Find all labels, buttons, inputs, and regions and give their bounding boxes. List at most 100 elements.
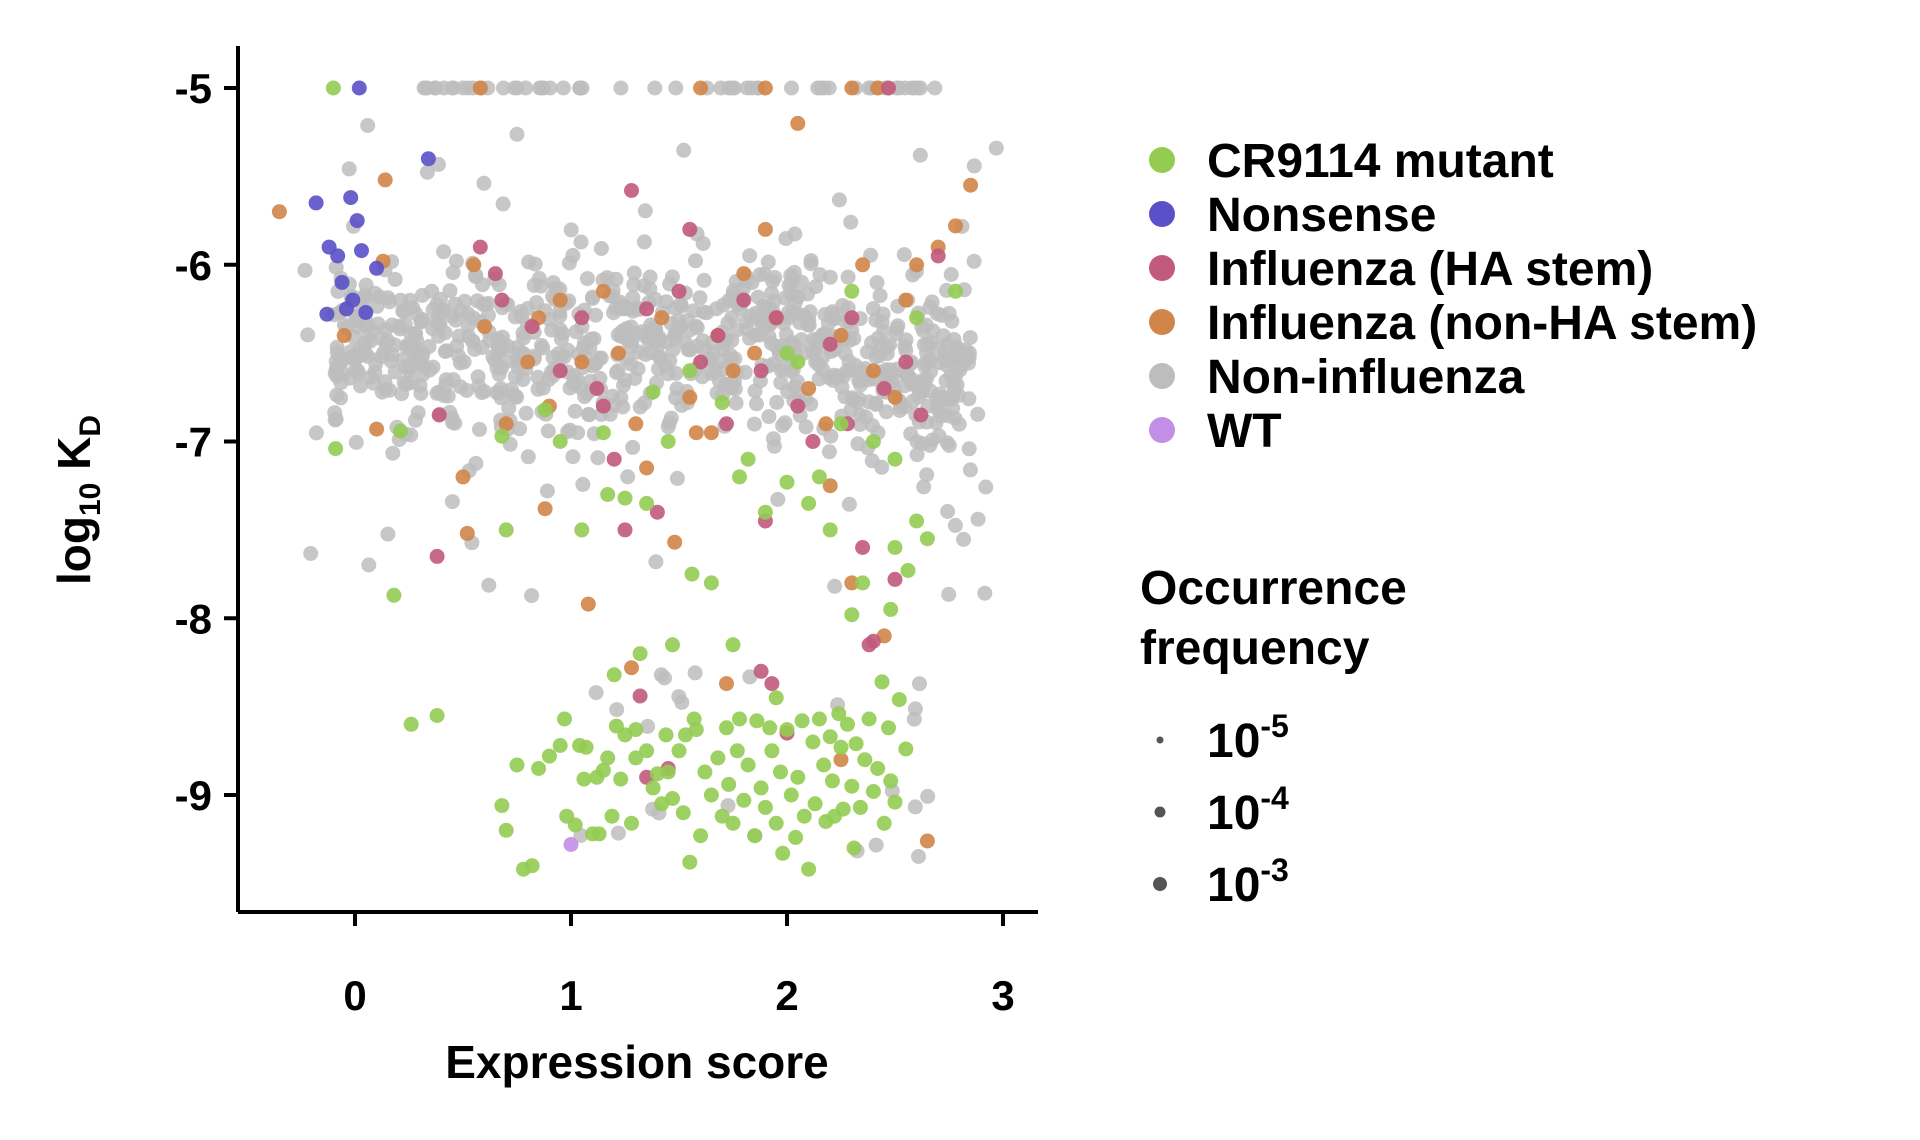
point-influenza-non-ha-stem [472, 80, 488, 96]
point-non-influenza [524, 588, 540, 604]
point-non-influenza [966, 158, 982, 174]
point-cr9114-mutant [639, 743, 655, 759]
point-cr9114-mutant [732, 469, 747, 485]
point-non-influenza [529, 295, 544, 311]
point-non-influenza [308, 425, 324, 441]
point-non-influenza [445, 265, 461, 281]
point-non-influenza [662, 353, 678, 369]
legend-marker [1149, 255, 1175, 281]
point-non-influenza [445, 80, 461, 96]
point-non-influenza [878, 404, 894, 420]
point-non-influenza [956, 531, 972, 547]
point-non-influenza [970, 406, 986, 422]
point-non-influenza [715, 297, 731, 313]
point-non-influenza [472, 421, 487, 437]
point-cr9114-mutant [624, 815, 639, 831]
legend-label: Influenza (non-HA stem) [1207, 297, 1757, 350]
size-legend-exponent: -4 [1260, 780, 1289, 816]
point-non-influenza [932, 386, 948, 402]
point-non-influenza [961, 441, 977, 457]
point-cr9114-mutant [721, 776, 737, 792]
point-cr9114-mutant [816, 757, 832, 773]
point-non-influenza [890, 318, 906, 334]
point-influenza-non-ha-stem [833, 328, 849, 343]
point-cr9114-mutant [600, 487, 616, 502]
point-non-influenza [781, 310, 797, 325]
point-non-influenza [843, 402, 859, 418]
point-influenza-ha-stem [429, 548, 445, 564]
point-cr9114-mutant [883, 601, 899, 617]
point-non-influenza [610, 825, 626, 841]
point-influenza-non-ha-stem [909, 257, 925, 273]
point-cr9114-mutant [844, 283, 860, 299]
point-non-influenza [418, 80, 434, 96]
point-non-influenza [351, 366, 366, 382]
point-non-influenza [660, 419, 676, 435]
point-non-influenza [636, 234, 652, 250]
point-non-influenza [407, 412, 423, 428]
point-cr9114-mutant [671, 743, 687, 759]
point-non-influenza [941, 586, 957, 602]
point-non-influenza [579, 271, 595, 287]
point-non-influenza [669, 470, 685, 486]
point-cr9114-mutant [790, 769, 806, 785]
point-cr9114-mutant [541, 748, 557, 764]
point-cr9114-mutant [794, 713, 810, 729]
point-non-influenza [825, 372, 841, 388]
point-cr9114-mutant [660, 434, 676, 449]
point-non-influenza [951, 416, 967, 432]
y-tick-label: -7 [175, 419, 212, 466]
point-non-influenza [540, 423, 556, 439]
point-cr9114-mutant [891, 692, 907, 708]
point-non-influenza [595, 272, 611, 288]
point-non-influenza [353, 378, 368, 394]
point-cr9114-mutant [747, 828, 763, 844]
point-cr9114-mutant [617, 490, 633, 506]
point-non-influenza [613, 80, 629, 96]
legend-marker [1149, 201, 1175, 227]
size-legend-title-line1: Occurrence [1140, 562, 1407, 615]
point-non-influenza [620, 469, 636, 485]
point-non-influenza [442, 283, 458, 299]
point-non-influenza [398, 376, 414, 392]
point-non-influenza [419, 164, 435, 180]
point-non-influenza [916, 479, 932, 495]
point-non-influenza [300, 327, 316, 343]
point-non-influenza [904, 372, 920, 388]
point-non-influenza [402, 292, 418, 308]
point-non-influenza [962, 330, 978, 346]
point-cr9114-mutant [855, 575, 871, 591]
size-legend-entries: 10-510-410-3 [1153, 708, 1289, 912]
size-legend-base: 10 [1207, 715, 1260, 768]
point-influenza-non-ha-stem [887, 389, 903, 405]
point-non-influenza [425, 302, 441, 318]
point-non-influenza [476, 175, 492, 191]
point-non-influenza [774, 360, 790, 376]
point-cr9114-mutant [732, 711, 747, 727]
point-influenza-non-ha-stem [455, 469, 471, 485]
point-influenza-non-ha-stem [369, 421, 385, 437]
point-non-influenza [360, 118, 376, 133]
point-cr9114-mutant [682, 363, 698, 379]
point-influenza-non-ha-stem [844, 575, 860, 591]
point-influenza-ha-stem [487, 266, 503, 282]
point-influenza-non-ha-stem [725, 363, 741, 379]
point-nonsense [343, 190, 359, 206]
legend-marker [1149, 417, 1175, 443]
point-cr9114-mutant [874, 674, 890, 690]
point-non-influenza [837, 346, 853, 362]
point-non-influenza [765, 274, 781, 289]
point-cr9114-mutant [524, 858, 540, 874]
point-non-influenza [922, 299, 938, 315]
point-non-influenza [489, 385, 505, 401]
point-non-influenza [432, 291, 448, 307]
point-influenza-non-ha-stem [624, 660, 639, 676]
point-non-influenza [563, 222, 579, 238]
point-nonsense [334, 274, 350, 290]
point-non-influenza [729, 322, 745, 338]
point-influenza-ha-stem [671, 283, 687, 299]
point-non-influenza [801, 317, 817, 333]
point-non-influenza [869, 275, 885, 291]
point-cr9114-mutant [494, 798, 510, 814]
